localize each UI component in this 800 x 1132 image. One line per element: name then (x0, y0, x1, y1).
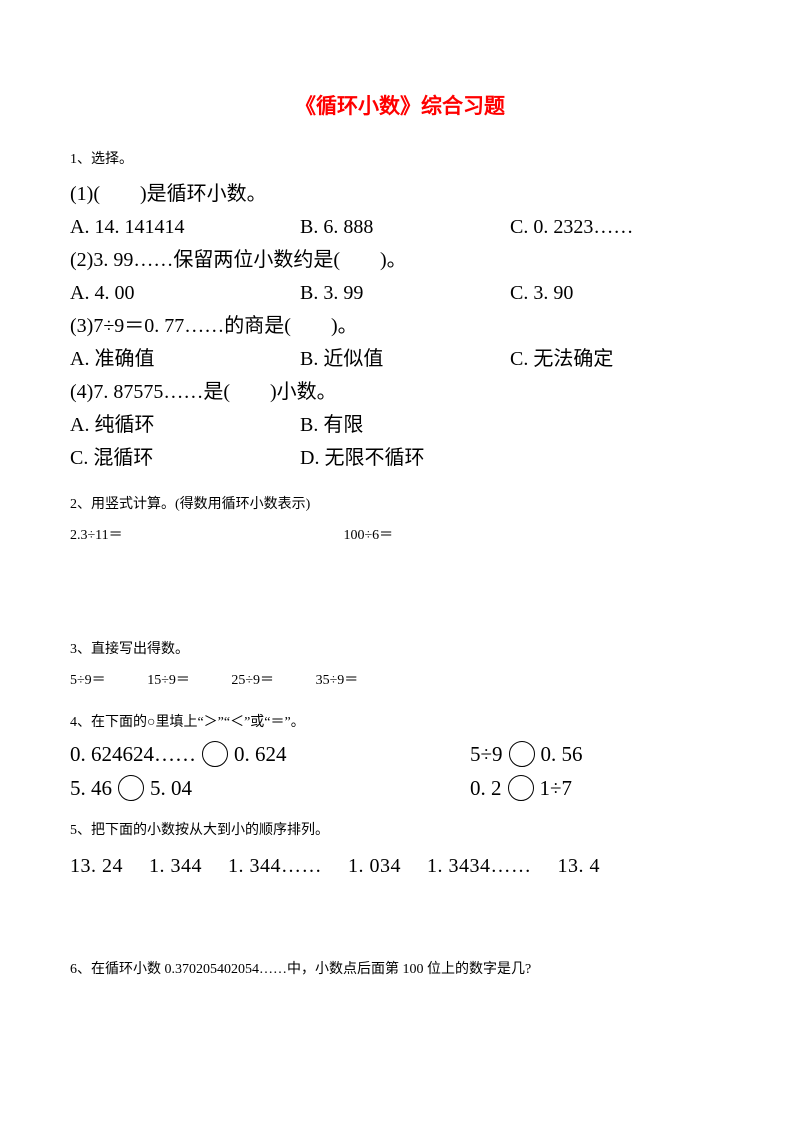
section-6-label: 6、在循环小数 0.370205402054……中，小数点后面第 100 位上的… (70, 958, 730, 978)
q3-options: A. 准确值 B. 近似值 C. 无法确定 (70, 343, 730, 376)
circle-blank-icon (508, 775, 534, 801)
s3-expr-4: 35÷9＝ (316, 673, 359, 688)
section-5-label: 5、把下面的小数按从大到小的顺序排列。 (70, 819, 730, 839)
cmp2-left-a: 5. 46 (70, 776, 112, 801)
q4-option-a: A. 纯循环 (70, 409, 300, 442)
q1-options: A. 14. 141414 B. 6. 888 C. 0. 2323…… (70, 211, 730, 244)
q2-options: A. 4. 00 B. 3. 99 C. 3. 90 (70, 277, 730, 310)
q4-option-d: D. 无限不循环 (300, 442, 510, 475)
q4-stem: (4)7. 87575……是( )小数。 (70, 376, 730, 409)
q4-option-b: B. 有限 (300, 409, 510, 442)
s2-expr-2: 100÷6＝ (344, 528, 394, 543)
q3-option-c: C. 无法确定 (510, 343, 730, 376)
cmp2-left-b: 5. 04 (150, 776, 192, 801)
section-2-expressions: 2.3÷11＝ 100÷6＝ (70, 523, 730, 548)
cmp2-right-b: 1÷7 (540, 776, 573, 801)
q3-stem: (3)7÷9＝0. 77……的商是( )。 (70, 310, 730, 343)
s3-expr-1: 5÷9＝ (70, 673, 106, 688)
s3-expr-2: 15÷9＝ (147, 673, 190, 688)
section-3-expressions: 5÷9＝ 15÷9＝ 25÷9＝ 35÷9＝ (70, 668, 730, 693)
q1-option-a: A. 14. 141414 (70, 211, 300, 244)
comparison-row-1: 0. 624624…… 0. 624 5÷9 0. 56 (70, 741, 730, 767)
q2-stem: (2)3. 99……保留两位小数约是( )。 (70, 244, 730, 277)
circle-blank-icon (509, 741, 535, 767)
cmp1-right-b: 0. 56 (541, 742, 583, 767)
q2-option-b: B. 3. 99 (300, 277, 510, 310)
section-1-label: 1、选择。 (70, 148, 730, 168)
section-2-label: 2、用竖式计算。(得数用循环小数表示) (70, 493, 730, 513)
page-title: 《循环小数》综合习题 (70, 90, 730, 120)
q4-option-c: C. 混循环 (70, 442, 300, 475)
q3-option-b: B. 近似值 (300, 343, 510, 376)
cmp1-right-a: 5÷9 (470, 742, 503, 767)
circle-blank-icon (202, 741, 228, 767)
q1-option-b: B. 6. 888 (300, 211, 510, 244)
q4-options-row2: C. 混循环 D. 无限不循环 (70, 442, 730, 475)
q1-option-c: C. 0. 2323…… (510, 211, 730, 244)
s2-expr-1: 2.3÷11＝ (70, 523, 270, 548)
q3-option-a: A. 准确值 (70, 343, 300, 376)
circle-blank-icon (118, 775, 144, 801)
section-5-numbers: 13. 24 1. 344 1. 344…… 1. 034 1. 3434…… … (70, 849, 730, 878)
q2-option-a: A. 4. 00 (70, 277, 300, 310)
q1-stem: (1)( )是循环小数。 (70, 178, 730, 211)
s3-expr-3: 25÷9＝ (231, 673, 274, 688)
cmp1-left-a: 0. 624624…… (70, 742, 196, 767)
section-4-label: 4、在下面的○里填上“＞”“＜”或“＝”。 (70, 711, 730, 731)
q4-options-row1: A. 纯循环 B. 有限 (70, 409, 730, 442)
q2-option-c: C. 3. 90 (510, 277, 730, 310)
cmp1-left-b: 0. 624 (234, 742, 287, 767)
cmp2-right-a: 0. 2 (470, 776, 502, 801)
comparison-row-2: 5. 46 5. 04 0. 2 1÷7 (70, 775, 730, 801)
section-3-label: 3、直接写出得数。 (70, 638, 730, 658)
